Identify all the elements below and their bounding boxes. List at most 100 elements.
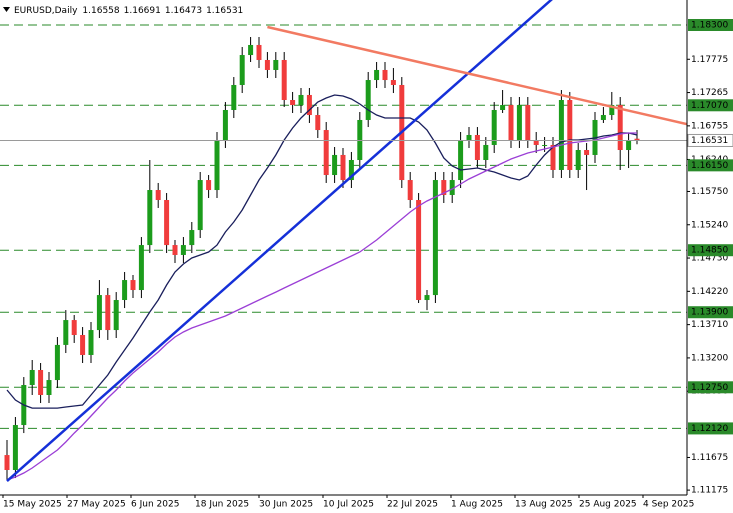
axis-layer: 1.177751.172651.167551.162401.157501.152…	[2, 19, 733, 510]
menu-icon[interactable]	[3, 7, 10, 12]
candle-body	[332, 154, 338, 176]
y-tick-label: 1.13200	[691, 353, 728, 363]
candle-body	[298, 94, 304, 106]
candle-body	[323, 130, 329, 176]
candle-body	[626, 140, 632, 151]
level-box	[688, 244, 733, 257]
candle-body	[80, 335, 86, 355]
candle-body	[575, 150, 581, 170]
candle-body	[71, 320, 77, 336]
level-box	[688, 159, 733, 172]
current-price-label: 1.16531	[691, 136, 728, 146]
y-tick-label: 1.14730	[691, 254, 728, 264]
level-box	[688, 422, 733, 435]
candle-body	[525, 105, 531, 141]
header-high: 1.16691	[124, 6, 161, 16]
header-open: 1.16558	[82, 6, 119, 16]
candle-body	[382, 69, 388, 81]
x-tick-label: 10 Jul 2025	[323, 500, 374, 510]
candle-body	[96, 295, 102, 331]
candle-body	[416, 200, 422, 301]
candle-body	[567, 100, 573, 170]
candle-body	[155, 190, 161, 201]
candle-body	[491, 109, 497, 145]
candle-body	[634, 138, 640, 141]
candle-body	[340, 154, 346, 181]
candle-body	[533, 140, 539, 145]
level-label: 1.12120	[691, 424, 728, 434]
candle-body	[290, 100, 296, 106]
candle-body	[500, 105, 506, 110]
level-label: 1.12750	[691, 383, 728, 393]
level-label: 1.17070	[691, 101, 728, 111]
x-tick-label: 15 May 2025	[3, 500, 62, 510]
candle-body	[197, 180, 203, 231]
level-box	[688, 306, 733, 319]
candle-body	[164, 200, 170, 246]
y-tick-label: 1.17265	[691, 88, 728, 98]
candle-body	[264, 59, 270, 70]
level-box	[688, 99, 733, 112]
candle-body	[542, 144, 548, 146]
candle-body	[222, 109, 228, 141]
candle-body	[172, 245, 178, 255]
candle-body	[558, 100, 564, 170]
candle-body	[466, 134, 472, 141]
y-tick-label: 1.17775	[691, 55, 728, 65]
candle-body	[584, 150, 590, 155]
candle-body	[407, 180, 413, 201]
candle-body	[315, 115, 321, 131]
trend-line	[267, 25, 687, 126]
y-tick-label: 1.11675	[691, 453, 728, 463]
candle-body	[483, 144, 489, 160]
level-box	[688, 381, 733, 394]
candle-body	[248, 44, 254, 56]
candle-body	[441, 180, 447, 195]
y-tick-label: 1.13710	[691, 320, 728, 330]
chart-header: EURUSD,Daily 1.16558 1.16691 1.16473 1.16531	[14, 6, 243, 16]
candle-body	[273, 59, 279, 70]
candle-body	[206, 180, 212, 191]
symbol-title: EURUSD,Daily	[14, 6, 78, 16]
candle-body	[617, 105, 623, 151]
candle-body	[306, 94, 312, 116]
candle-body	[12, 425, 18, 470]
candle-body	[130, 280, 136, 291]
y-tick-label: 1.14220	[691, 287, 728, 297]
candle-body	[54, 344, 60, 381]
current-price-box	[687, 133, 733, 147]
level-label: 1.14850	[691, 246, 728, 256]
candle-body	[609, 105, 615, 116]
x-tick-label: 25 Aug 2025	[579, 500, 637, 510]
candle-body	[46, 380, 52, 395]
candle-body	[63, 320, 69, 345]
trend-line	[6, 0, 553, 482]
candle-body	[424, 295, 430, 301]
moving-average	[6, 94, 638, 409]
header-low: 1.16473	[165, 6, 202, 16]
candle-body	[29, 369, 35, 386]
candle-body	[458, 140, 464, 181]
x-tick-label: 13 Aug 2025	[515, 500, 573, 510]
candle-body	[432, 180, 438, 296]
candle-body	[516, 105, 522, 141]
level-box	[688, 19, 733, 32]
level-label: 1.16150	[691, 161, 728, 171]
x-tick-label: 6 Jun 2025	[131, 500, 179, 510]
x-tick-label: 18 Jun 2025	[195, 500, 249, 510]
candle-body	[88, 330, 94, 355]
x-tick-label: 27 May 2025	[67, 500, 126, 510]
candle-body	[348, 159, 354, 181]
candle-body	[180, 245, 186, 255]
y-tick-label: 1.15750	[691, 187, 728, 197]
candle-body	[122, 280, 128, 301]
candle-body	[256, 44, 262, 60]
candle-body	[231, 84, 237, 110]
level-label: 1.18300	[691, 21, 728, 31]
candle-body	[474, 134, 480, 160]
candle-body	[374, 69, 380, 81]
y-tick-label: 1.11175	[691, 486, 728, 496]
candle-body	[600, 115, 606, 120]
